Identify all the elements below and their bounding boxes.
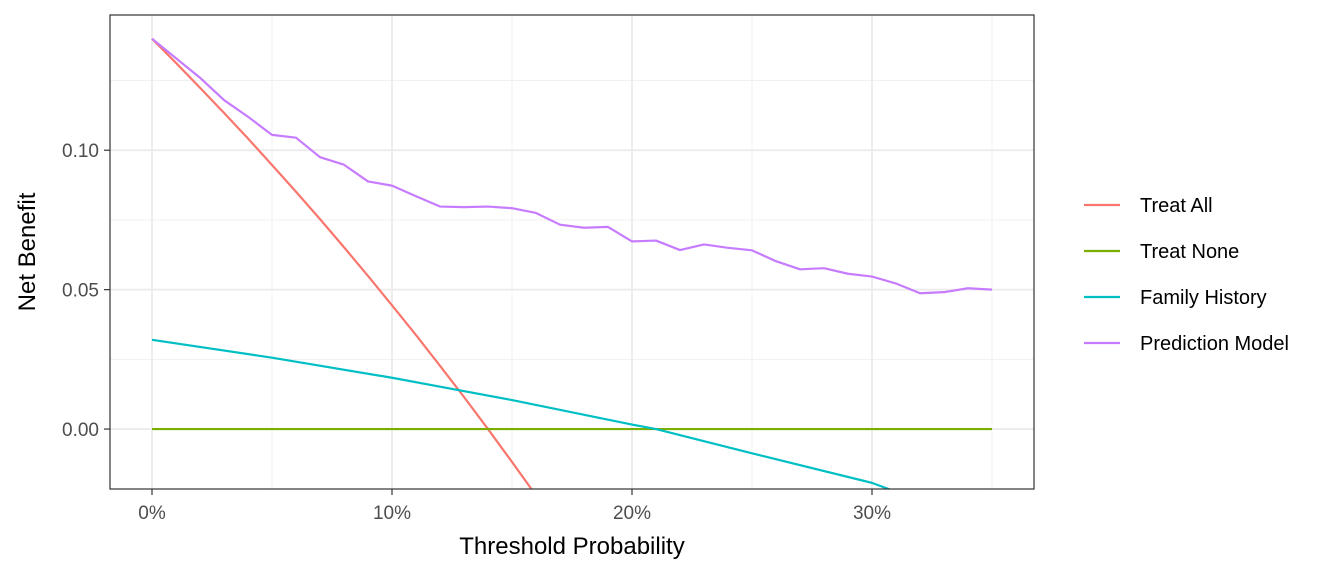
legend-item-treat-none: Treat None [1084,241,1239,263]
series-line-family-history [151,338,892,489]
legend-item-treat-all: Treat All [1084,195,1213,217]
x-tick-label: 10% [373,503,411,524]
legend-label: Treat All [1140,195,1213,217]
x-tick-label: 20% [613,503,651,524]
y-axis: 0.00 0.05 0.10 [62,141,110,441]
x-axis: 0% 10% 20% 30% [138,489,891,524]
series-line-treat-all [151,37,533,489]
series-layer [151,37,993,489]
legend-label: Treat None [1140,241,1239,263]
x-tick-label: 30% [853,503,891,524]
legend-label: Prediction Model [1140,333,1289,355]
y-tick-label: 0.10 [62,141,99,162]
plot-panel-background [110,15,1034,489]
legend-item-prediction-model: Prediction Model [1084,333,1289,355]
minor-grid [110,15,1034,489]
y-tick-label: 0.05 [62,281,99,302]
y-tick-label: 0.00 [62,420,99,441]
plot-panel-border [109,14,1035,490]
legend: Treat All Treat None Family History Predict… [1084,195,1289,355]
legend-item-family-history: Family History [1084,287,1267,309]
series-line-prediction-model [151,37,993,295]
x-tick-label: 0% [138,503,166,524]
legend-label: Family History [1140,287,1267,309]
y-axis-title: Net Benefit [14,192,41,311]
x-axis-title: Threshold Probability [459,533,684,560]
